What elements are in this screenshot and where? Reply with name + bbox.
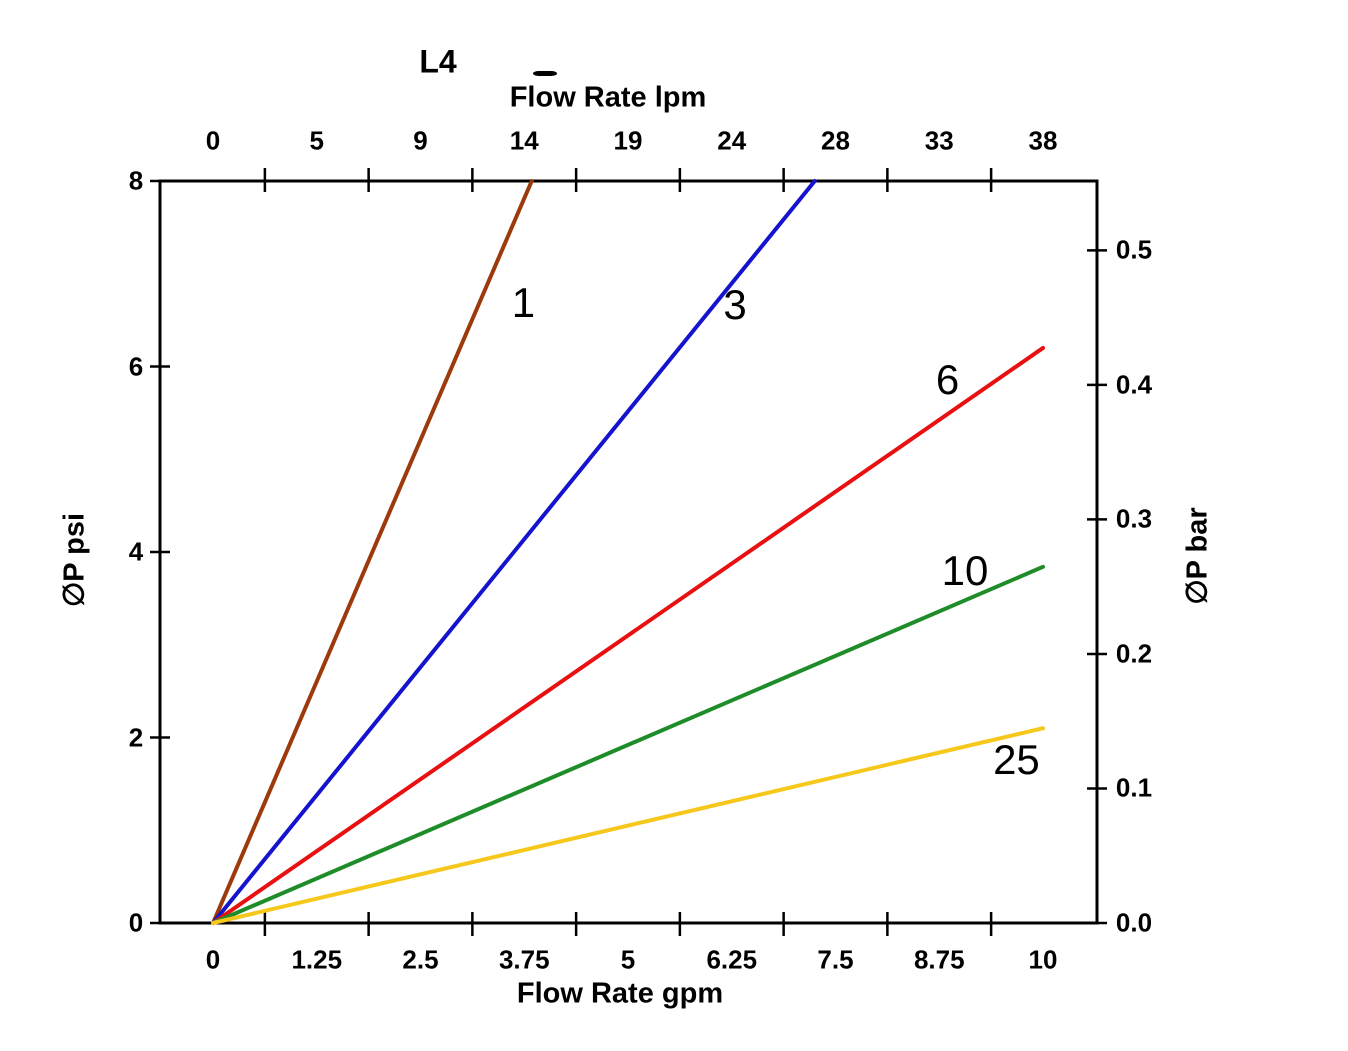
lpm-tick-label: 5: [309, 125, 324, 156]
bar-tick-label: 0.3: [1115, 503, 1153, 534]
gpm-tick-label: 1.25: [291, 944, 343, 975]
curve-label-6: 6: [935, 356, 960, 404]
series-line-10: [211, 564, 1045, 925]
psi-tick-label: 4: [128, 536, 144, 567]
lpm-tick-label: 14: [509, 125, 539, 156]
bar-tick-label: 0.2: [1115, 638, 1153, 669]
gpm-tick-label: 2.5: [402, 944, 439, 975]
gpm-tick-label: 8.75: [913, 944, 965, 975]
bar-tick-label: 0.5: [1115, 234, 1153, 265]
gpm-tick-label: 10: [1028, 944, 1058, 975]
lpm-tick-label: 9: [413, 125, 428, 156]
series-line-1: [211, 179, 534, 925]
bar-tick-label: 0.0: [1115, 907, 1153, 938]
bottom-axis-title: Flow Rate gpm: [516, 977, 724, 1010]
lpm-tick-label: 33: [924, 125, 954, 156]
gpm-tick-label: 7.5: [817, 944, 854, 975]
lpm-tick-label: 28: [821, 125, 850, 156]
psi-tick-label: 0: [128, 907, 144, 938]
chart-title: L4: [419, 43, 457, 80]
series-line-25: [211, 726, 1045, 925]
gpm-tick-label: 3.75: [498, 944, 550, 975]
psi-tick-label: 2: [128, 722, 144, 752]
series-line-6: [211, 345, 1045, 925]
top-axis-title: Flow Rate lpm: [509, 81, 707, 114]
curve-label-1: 1: [511, 279, 536, 327]
curve-label-25: 25: [993, 735, 1040, 783]
psi-tick-label: 6: [128, 351, 144, 381]
psi-tick-label: 8: [128, 165, 144, 196]
lpm-tick-label: 19: [613, 125, 643, 156]
bar-tick-label: 0.1: [1115, 772, 1153, 803]
series-line-3: [211, 179, 817, 925]
gpm-tick-label: 5: [620, 944, 636, 975]
curve-label-3: 3: [723, 281, 747, 329]
lpm-tick-label: 24: [717, 125, 747, 156]
bar-tick-label: 0.4: [1115, 369, 1153, 400]
gpm-tick-label: 0: [205, 944, 221, 975]
curve-label-10: 10: [941, 546, 989, 594]
lpm-tick-label: 38: [1028, 125, 1058, 156]
lpm-tick-label: 0: [205, 125, 221, 156]
stray-mark: [533, 71, 557, 76]
gpm-tick-label: 6.25: [706, 944, 758, 975]
